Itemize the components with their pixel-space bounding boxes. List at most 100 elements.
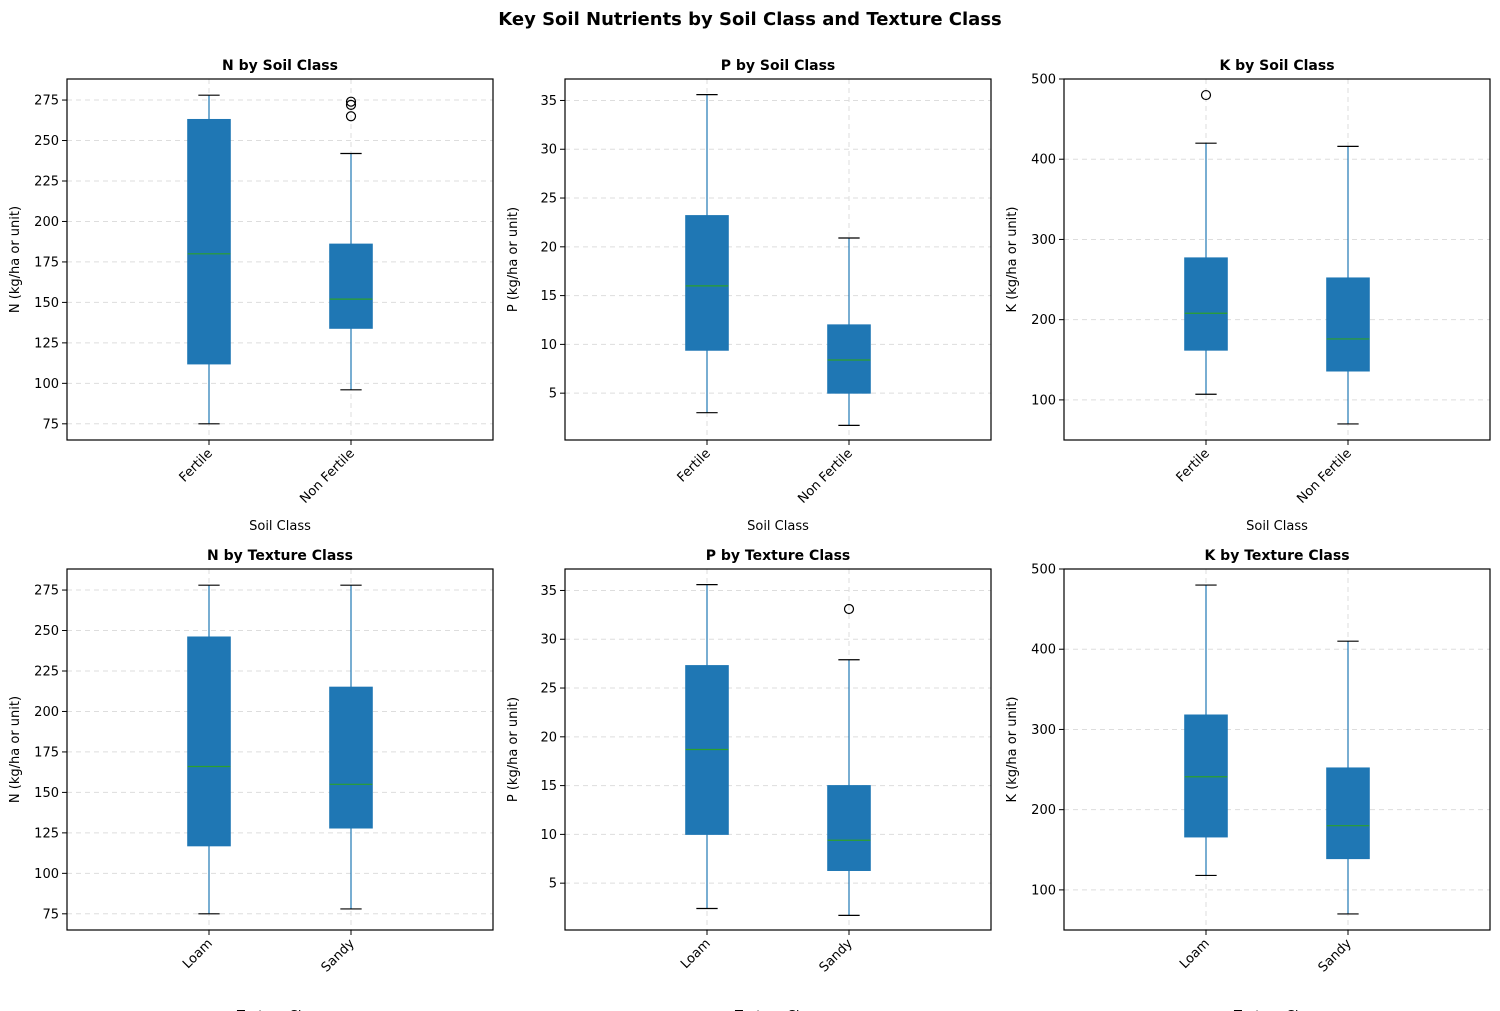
- x-tick-label: Loam: [1177, 936, 1213, 972]
- chart-title: K by Texture Class: [1204, 548, 1349, 564]
- y-tick-label: 100: [34, 867, 59, 882]
- box-sandy: [1326, 640, 1370, 915]
- y-tick-label: 500: [1031, 563, 1056, 578]
- y-tick-label: 400: [1031, 153, 1056, 168]
- chart-title: P by Texture Class: [706, 548, 851, 564]
- outlier-point: [345, 99, 357, 111]
- box-loam: [685, 584, 729, 910]
- y-tick-label: 250: [34, 624, 59, 639]
- x-tick-label: Fertile: [675, 446, 714, 485]
- y-tick-label: 175: [34, 255, 59, 270]
- axes-frame: [66, 78, 494, 441]
- y-tick-label: 200: [34, 705, 59, 720]
- y-tick-label: 75: [42, 417, 59, 432]
- outlier-point: [345, 96, 357, 107]
- x-axis-label: Texture Class: [236, 1009, 323, 1011]
- x-tick-label: Fertile: [177, 446, 216, 485]
- y-tick-label: 20: [540, 730, 557, 745]
- box-fertile: [1184, 89, 1228, 395]
- box-fertile: [187, 94, 231, 425]
- box-iqr: [1326, 767, 1370, 860]
- box-iqr: [329, 243, 373, 329]
- axes-frame: [564, 568, 992, 931]
- x-tick-label: Sandy: [817, 936, 856, 975]
- y-tick-label: 225: [34, 174, 59, 189]
- box-sandy: [827, 603, 871, 916]
- y-tick-label: 150: [34, 296, 59, 311]
- y-tick-label: 35: [540, 584, 557, 599]
- y-tick-label: 100: [1031, 393, 1056, 408]
- x-axis-label: Texture Class: [1233, 1009, 1320, 1011]
- chart-panel-3: 100 200 300 400 500 Fertile Non Fertile K by So…: [1005, 58, 1491, 534]
- chart-title: P by Soil Class: [721, 58, 836, 74]
- box-non-fertile: [329, 96, 373, 391]
- x-tick-label: Loam: [180, 936, 216, 972]
- y-tick-label: 300: [1031, 723, 1056, 738]
- chart-panel-4: 75 100 125 150 175 200 225 250 275 Loam Sandy N by …: [8, 548, 494, 1011]
- y-tick-label: 125: [34, 336, 59, 351]
- chart-panel-6: 100 200 300 400 500 Loam Sandy K by Texture Cla…: [1005, 548, 1491, 1011]
- x-axis-label: Soil Class: [1246, 519, 1308, 534]
- box-non-fertile: [827, 237, 871, 426]
- y-tick-label: 10: [540, 338, 557, 353]
- y-tick-label: 30: [540, 633, 557, 648]
- x-tick-label: Non Fertile: [297, 446, 357, 506]
- y-tick-label: 200: [1031, 313, 1056, 328]
- chart-panel-5: 5 10 15 20 25 30 35 Loam Sandy P by Texture Class…: [506, 548, 992, 1011]
- y-tick-label: 225: [34, 664, 59, 679]
- figure-title: Key Soil Nutrients by Soil Class and Tex…: [498, 9, 1002, 30]
- y-tick-label: 500: [1031, 73, 1056, 88]
- y-tick-label: 200: [34, 215, 59, 230]
- y-tick-label: 25: [540, 682, 557, 697]
- y-tick-label: 25: [540, 192, 557, 207]
- y-tick-label: 100: [1031, 883, 1056, 898]
- box-iqr: [827, 324, 871, 394]
- x-axis-label: Soil Class: [249, 519, 311, 534]
- chart-title: K by Soil Class: [1219, 58, 1334, 74]
- box-sandy: [329, 584, 373, 910]
- box-iqr: [329, 686, 373, 829]
- y-tick-label: 150: [34, 786, 59, 801]
- y-tick-label: 200: [1031, 803, 1056, 818]
- box-iqr: [827, 785, 871, 871]
- outlier-point: [345, 111, 357, 122]
- box-non-fertile: [1326, 145, 1370, 425]
- y-tick-label: 10: [540, 828, 557, 843]
- axes-frame: [1063, 568, 1491, 931]
- y-tick-label: 5: [549, 387, 557, 402]
- y-tick-label: 15: [540, 289, 557, 304]
- x-tick-label: Non Fertile: [795, 446, 855, 506]
- box-iqr: [1326, 277, 1370, 372]
- y-axis-label: N (kg/ha or unit): [8, 696, 23, 803]
- y-tick-label: 5: [549, 877, 557, 892]
- outlier-point: [1200, 89, 1212, 101]
- y-axis-label: P (kg/ha or unit): [506, 207, 521, 312]
- y-tick-label: 75: [42, 907, 59, 922]
- y-axis-label: P (kg/ha or unit): [506, 697, 521, 802]
- x-axis-label: Texture Class: [734, 1009, 821, 1011]
- box-iqr: [187, 118, 231, 365]
- y-tick-label: 275: [34, 584, 59, 599]
- y-tick-label: 250: [34, 134, 59, 149]
- y-axis-label: K (kg/ha or unit): [1005, 207, 1020, 313]
- chart-panel-1: 75 100 125 150 175 200 225 250 275 Fertile Non Fer…: [8, 58, 494, 534]
- axes-frame: [564, 78, 992, 441]
- x-tick-label: Loam: [678, 936, 714, 972]
- axes-frame: [1063, 78, 1491, 441]
- box-iqr: [1184, 714, 1228, 838]
- y-tick-label: 400: [1031, 643, 1056, 658]
- box-iqr: [685, 215, 729, 351]
- x-axis-label: Soil Class: [747, 519, 809, 534]
- y-axis-label: K (kg/ha or unit): [1005, 697, 1020, 803]
- y-tick-label: 275: [34, 94, 59, 109]
- box-iqr: [1184, 257, 1228, 351]
- axes-frame: [66, 568, 494, 931]
- x-tick-label: Sandy: [319, 936, 358, 975]
- box-loam: [1184, 584, 1228, 877]
- box-fertile: [685, 94, 729, 414]
- chart-title: N by Texture Class: [207, 548, 353, 564]
- box-loam: [187, 584, 231, 915]
- y-axis-label: N (kg/ha or unit): [8, 206, 23, 313]
- y-tick-label: 100: [34, 377, 59, 392]
